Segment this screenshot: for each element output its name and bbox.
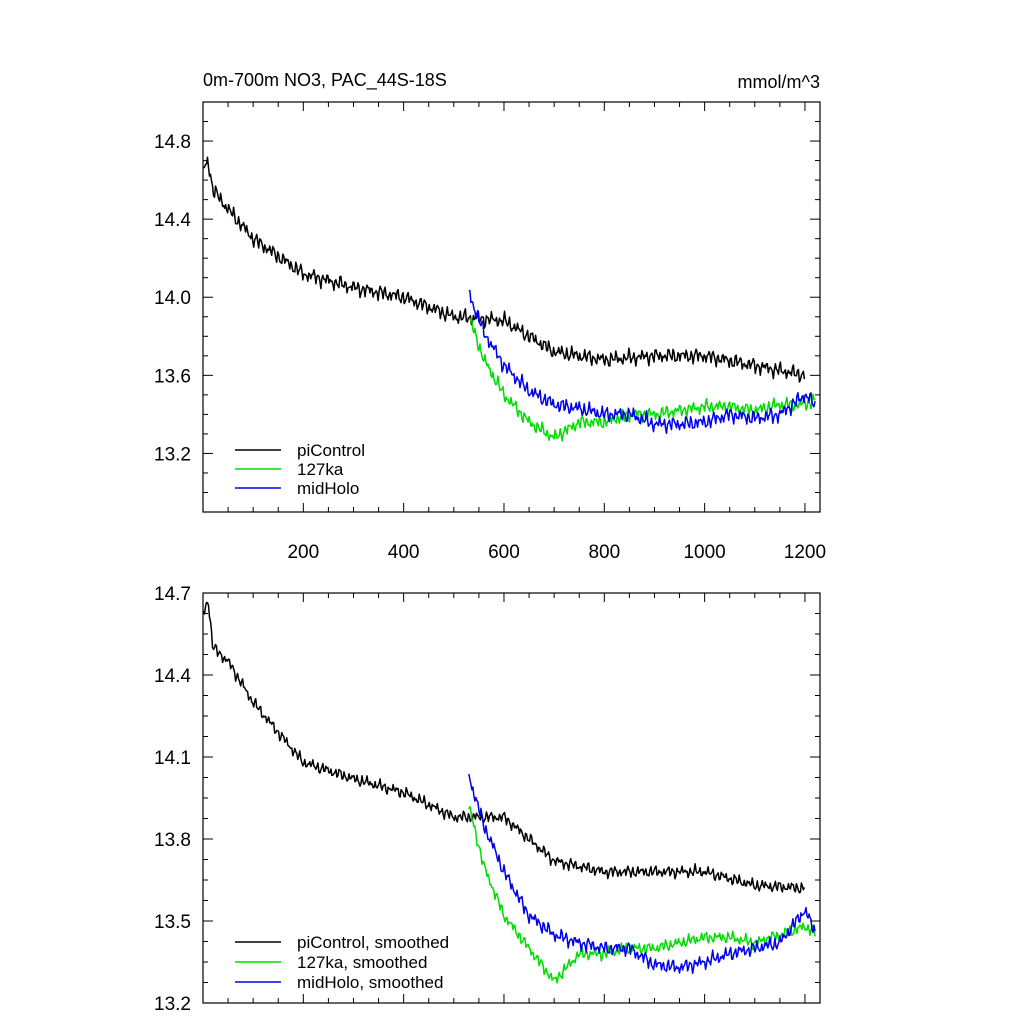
legend-label: piControl, smoothed — [297, 933, 449, 952]
legend-label: midHolo, smoothed — [297, 973, 443, 992]
y-tick-label: 13.2 — [154, 994, 191, 1015]
x-tick-label: 600 — [488, 542, 520, 563]
series-line-picontrol — [203, 156, 806, 383]
y-tick-label: 13.2 — [154, 444, 191, 465]
legend-label: 127ka, smoothed — [297, 953, 427, 972]
y-tick-label: 13.6 — [154, 366, 191, 387]
x-tick-label: 1200 — [784, 542, 826, 563]
y-tick-label: 13.8 — [154, 830, 191, 851]
units-label: mmol/m^3 — [738, 72, 820, 92]
y-tick-label: 14.7 — [154, 584, 191, 605]
legend-label: piControl — [297, 441, 365, 460]
series-line-midholo — [468, 773, 816, 975]
y-tick-label: 14.8 — [154, 132, 191, 153]
y-tick-label: 14.0 — [154, 288, 191, 309]
top-panel: 13.2 13.6 14.0 14.4 14.8 200 400 600 800 1000 1200… — [154, 70, 826, 563]
chart-title: 0m-700m NO3, PAC_44S-18S — [203, 70, 447, 91]
series-line-picontrol — [203, 601, 806, 894]
y-tick-label: 13.5 — [154, 912, 191, 933]
legend-label: 127ka — [297, 460, 344, 479]
series-line-midholo — [468, 289, 816, 435]
y-tick-label: 14.4 — [154, 666, 191, 687]
y-tick-label: 14.1 — [154, 748, 191, 769]
x-tick-label: 800 — [588, 542, 620, 563]
y-tick-label: 14.4 — [154, 210, 191, 231]
plot-frame — [202, 101, 821, 513]
legend-label: midHolo — [297, 479, 359, 498]
bottom-panel: 13.2 13.5 13.8 14.1 14.4 14.7 piControl, smoot… — [154, 584, 821, 1015]
x-tick-label: 200 — [287, 542, 319, 563]
x-tick-label: 1000 — [683, 542, 725, 563]
x-tick-label: 400 — [388, 542, 420, 563]
